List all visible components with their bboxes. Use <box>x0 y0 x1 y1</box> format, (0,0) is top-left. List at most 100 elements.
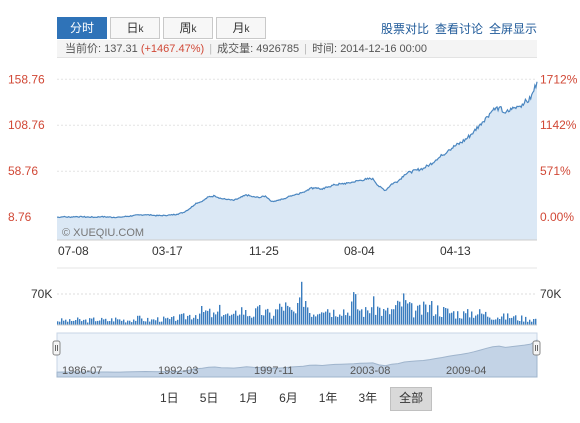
price-area <box>57 81 537 240</box>
volume-bar <box>165 318 167 325</box>
volume-bar <box>467 309 469 325</box>
volume-bar <box>133 319 135 325</box>
volume-bar <box>301 281 303 325</box>
volume-bar <box>153 319 155 325</box>
volume-bar <box>295 313 297 325</box>
volume-bar <box>77 317 79 325</box>
volume-bar <box>199 313 201 325</box>
volume-bars <box>57 281 537 325</box>
period-3y[interactable]: 3年 <box>358 391 378 405</box>
volume-bar <box>257 306 259 325</box>
volume-bar <box>443 307 445 325</box>
volume-bar <box>355 294 357 325</box>
volume-bar <box>317 314 319 325</box>
volume-bar <box>107 321 109 325</box>
chart-tabs: 分时 日k 周k 月k <box>57 17 269 39</box>
time-tick-label: 08-04 <box>344 244 375 258</box>
volume-bar <box>357 309 359 325</box>
period-5d[interactable]: 5日 <box>199 391 219 405</box>
volume-bar <box>149 321 151 325</box>
volume-bar <box>139 315 141 325</box>
fullscreen-link[interactable]: 全屏显示 <box>488 22 537 36</box>
volume-bar <box>439 316 441 325</box>
tab-daily-k[interactable]: 日k <box>110 17 160 39</box>
percent-tick-label: 0.00% <box>540 210 574 224</box>
volume-bar <box>353 292 355 325</box>
period-1d[interactable]: 1日 <box>160 391 179 405</box>
volume-bar <box>453 311 455 325</box>
time-tick-label: 11-25 <box>249 244 279 258</box>
volume-bar <box>261 315 263 325</box>
tab-intraday[interactable]: 分时 <box>57 17 107 39</box>
volume-bar <box>359 310 361 325</box>
volume-bar <box>417 305 419 325</box>
volume-bar <box>75 320 77 325</box>
period-1m[interactable]: 1月 <box>239 391 259 405</box>
volume-bar <box>277 309 279 325</box>
volume-bar <box>205 310 207 325</box>
volume-bar <box>491 319 493 325</box>
volume-bar <box>415 310 417 325</box>
volume-bar <box>97 320 99 325</box>
percent-tick-label: 1142% <box>540 118 577 132</box>
percent-tick-label: 1712% <box>540 72 578 86</box>
period-1y[interactable]: 1年 <box>318 391 338 405</box>
tab-monthly-k[interactable]: 月k <box>216 17 266 39</box>
volume-bar <box>221 316 223 325</box>
period-all[interactable]: 全部 <box>390 387 433 411</box>
volume-bar <box>427 312 429 325</box>
volume-bar <box>449 313 451 325</box>
navigator-right-handle[interactable] <box>532 340 541 356</box>
volume-bar <box>113 321 115 325</box>
volume-bar <box>475 315 477 325</box>
price-tick-label: 158.76 <box>8 72 45 86</box>
volume-bar <box>225 314 227 325</box>
view-discussion-link[interactable]: 查看讨论 <box>434 22 483 36</box>
volume-bar <box>341 315 343 325</box>
volume-bar <box>303 306 305 325</box>
navigator-tick-label: 1986-07 <box>62 365 102 377</box>
period-6m[interactable]: 6月 <box>279 391 298 405</box>
compare-stocks-link[interactable]: 股票对比 <box>380 22 429 36</box>
volume-bar <box>401 306 403 325</box>
volume-bar <box>473 317 475 325</box>
time-tick-label: 07-08 <box>58 244 89 258</box>
volume-bar <box>235 310 237 325</box>
volume-bar <box>65 319 67 325</box>
volume-bar <box>513 316 515 325</box>
volume-bar <box>157 317 159 325</box>
quote-info-bar: 当前价: 137.31 (+1467.47%) | 成交量: 4926785 |… <box>57 40 537 58</box>
volume-bar <box>441 317 443 325</box>
volume-bar <box>291 309 293 325</box>
volume-bar <box>489 317 491 325</box>
volume-bar <box>395 305 397 325</box>
volume-bar <box>161 321 163 325</box>
navigator-tick-label: 2003-08 <box>350 365 390 377</box>
volume-bar <box>275 309 277 325</box>
volume-bar <box>373 296 375 325</box>
volume-bar <box>143 321 145 325</box>
volume-bar <box>163 316 165 325</box>
volume-bar <box>213 312 215 325</box>
volume-bar <box>71 321 73 325</box>
volume-bar <box>217 311 219 325</box>
volume-bar <box>517 320 519 325</box>
volume-bar <box>381 315 383 325</box>
volume-bar <box>127 320 129 325</box>
volume-bar <box>365 307 367 325</box>
volume-bar <box>461 318 463 325</box>
volume-bar <box>193 317 195 325</box>
volume-bar <box>159 321 161 325</box>
volume-axis-label-right: 70K <box>540 287 561 301</box>
volume-bar <box>403 293 405 325</box>
volume-bar <box>413 317 415 325</box>
volume-bar <box>503 313 505 325</box>
volume-bar <box>147 317 149 325</box>
volume-bar <box>231 314 233 325</box>
volume-bar <box>91 318 93 325</box>
navigator-left-handle[interactable] <box>52 340 61 356</box>
volume-bar <box>431 301 433 325</box>
volume-bar <box>379 307 381 325</box>
tab-weekly-k[interactable]: 周k <box>163 17 213 39</box>
volume-bar <box>505 319 507 325</box>
